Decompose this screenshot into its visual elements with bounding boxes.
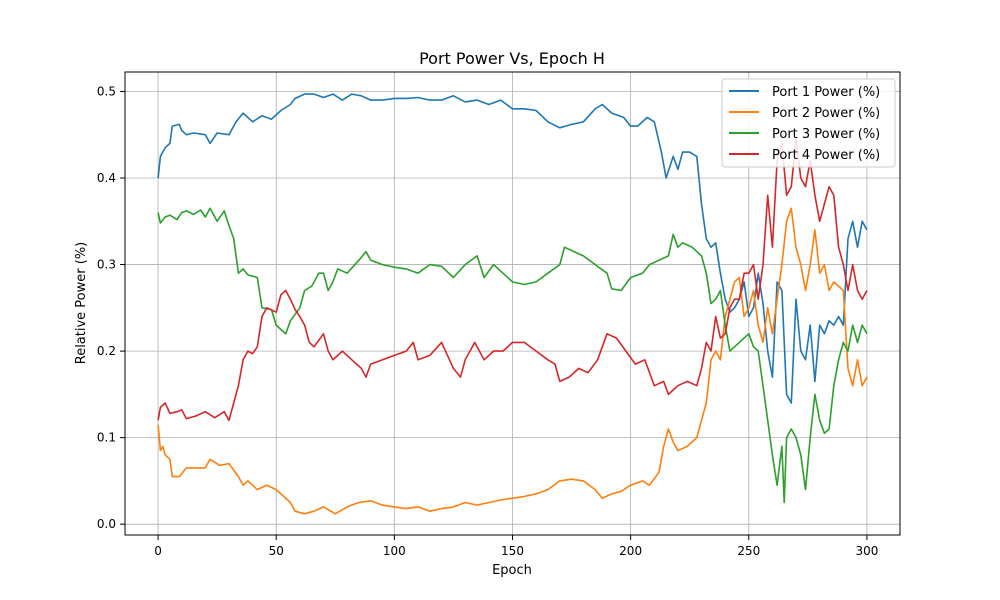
legend-label-port-4: Port 4 Power (%)	[772, 148, 880, 163]
legend-label-port-3: Port 3 Power (%)	[772, 127, 880, 142]
chart-title: Port Power Vs, Epoch H	[419, 49, 605, 68]
x-tick-label: 250	[737, 544, 760, 558]
legend-label-port-2: Port 2 Power (%)	[772, 106, 880, 121]
series-line-port-3	[157, 207, 868, 504]
y-axis-label: Relative Power (%)	[74, 242, 89, 365]
y-tick-label: 0.0	[97, 517, 116, 531]
x-tick-label: 200	[619, 544, 642, 558]
legend: Port 1 Power (%) Port 2 Power (%) Port 3 P…	[721, 78, 896, 168]
legend-box	[721, 78, 896, 168]
series-line-port-1	[157, 93, 868, 404]
y-tick-label: 0.1	[97, 431, 116, 445]
series-line-port-2	[157, 207, 868, 515]
axis-ticks: 0 50 100 150 200 250 300 0.0 0.1 0.2 0.3 0.4 0.5	[97, 84, 878, 558]
x-tick-label: 300	[855, 544, 878, 558]
y-tick-label: 0.2	[97, 344, 116, 358]
y-tick-label: 0.5	[97, 84, 116, 98]
x-tick-label: 50	[269, 544, 284, 558]
grid	[125, 72, 900, 535]
x-tick-label: 0	[154, 544, 162, 558]
x-tick-label: 150	[501, 544, 524, 558]
x-tick-label: 100	[383, 544, 406, 558]
y-tick-label: 0.4	[97, 171, 116, 185]
x-axis-label: Epoch	[492, 563, 532, 578]
legend-label-port-1: Port 1 Power (%)	[772, 85, 880, 100]
y-tick-label: 0.3	[97, 258, 116, 272]
